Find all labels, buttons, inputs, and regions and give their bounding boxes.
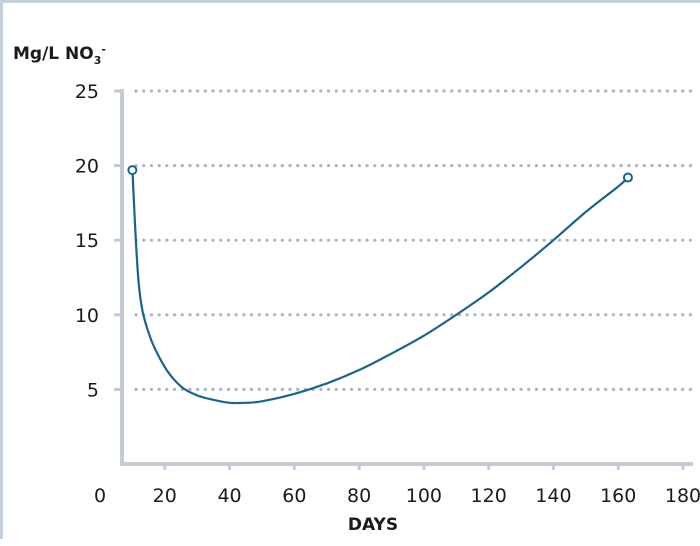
x-tick-label-120: 120 xyxy=(471,485,507,507)
x-tick-label-20: 20 xyxy=(153,485,177,507)
x-tick-label-140: 140 xyxy=(535,485,571,507)
x-tick-label-160: 160 xyxy=(600,485,636,507)
x-tick-label-180: 180 xyxy=(665,485,700,507)
x-tick-label-80: 80 xyxy=(347,485,371,507)
y-tick-labels: 5 10 15 20 25 xyxy=(75,81,99,401)
y-axis-label-subscript: 3 xyxy=(94,54,102,67)
y-tick-label-10: 10 xyxy=(75,305,99,327)
x-tick-label-0: 0 xyxy=(94,485,106,507)
x-tick-label-60: 60 xyxy=(282,485,306,507)
x-tick-label-100: 100 xyxy=(406,485,442,507)
y-tick-label-15: 15 xyxy=(75,230,99,252)
grid-lines xyxy=(134,89,695,391)
endpoint-marker-1 xyxy=(622,172,633,183)
endpoint-marker-0 xyxy=(127,165,138,176)
x-tick-label-40: 40 xyxy=(217,485,241,507)
y-tick-label-5: 5 xyxy=(87,379,99,401)
series-group xyxy=(127,165,633,405)
axes xyxy=(114,89,693,470)
y-tick-label-25: 25 xyxy=(75,81,99,103)
x-axis-label: DAYS xyxy=(348,515,398,535)
series-line-0 xyxy=(131,168,630,405)
y-tick-label-20: 20 xyxy=(75,156,99,178)
y-axis-label-superscript: - xyxy=(101,43,106,56)
nitrate-line-chart: 5 10 15 20 25 0 20 40 60 80 100 120 140 160 180 Mg/L … xyxy=(13,43,700,535)
y-axis-label-main: Mg/L NO xyxy=(13,44,94,64)
x-tick-labels: 0 20 40 60 80 100 120 140 160 180 xyxy=(94,485,700,507)
y-axis-label: Mg/L NO3- xyxy=(13,43,106,67)
